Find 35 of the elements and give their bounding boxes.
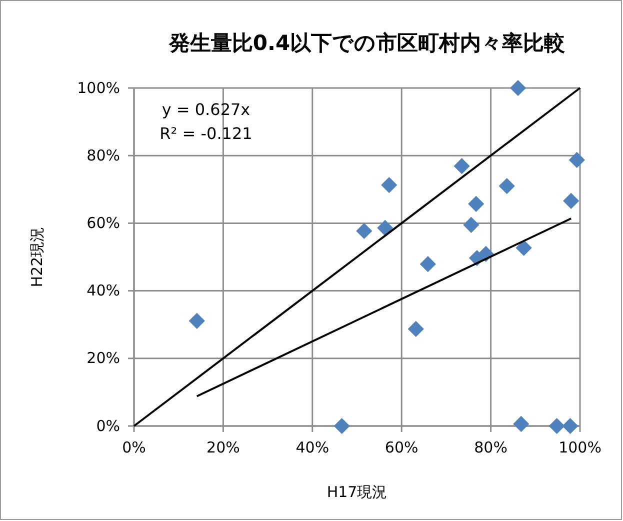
x-tick-label: 0% (122, 438, 146, 457)
point (381, 176, 398, 194)
x-axis-title: H17現況 (326, 483, 388, 501)
point (568, 152, 585, 168)
annotation: y = 0.627x (162, 100, 250, 119)
y-tick-label: 0% (96, 416, 120, 435)
point (516, 240, 532, 256)
point (513, 416, 530, 432)
x-tick-label: 60% (384, 438, 418, 457)
point (420, 256, 436, 272)
point (563, 192, 580, 209)
x-tick-label: 100% (558, 438, 602, 457)
point (562, 418, 578, 434)
point (408, 320, 424, 338)
x-tick-label: 20% (206, 438, 240, 457)
point (454, 158, 470, 174)
point (468, 196, 484, 212)
y-tick-label: 40% (86, 282, 120, 300)
x-tick-label: 80% (474, 438, 508, 457)
y-tick-label: 100% (77, 78, 120, 97)
annotation: R² = -0.121 (160, 124, 252, 143)
y-axis-title: H22現況 (28, 226, 46, 288)
point (356, 222, 372, 240)
y-tick-label: 80% (86, 146, 120, 164)
point (510, 80, 526, 96)
point (377, 220, 394, 236)
point (188, 312, 205, 329)
point (548, 418, 565, 434)
y-tick-label: 20% (86, 349, 120, 368)
x-tick-label: 40% (296, 438, 330, 457)
point (498, 178, 515, 194)
point (334, 418, 350, 434)
point (463, 216, 480, 233)
y-tick-label: 60% (86, 214, 120, 232)
chart-title: 発生量比0.4以下での市区町村内々率比較 (168, 31, 566, 55)
